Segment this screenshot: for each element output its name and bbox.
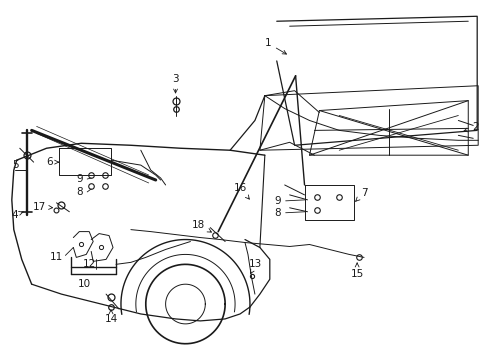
Text: 14: 14	[104, 310, 118, 324]
Text: 4: 4	[11, 210, 23, 220]
Text: 5: 5	[12, 160, 19, 170]
Text: 12: 12	[82, 259, 96, 269]
Text: 10: 10	[78, 279, 91, 289]
Text: 16: 16	[233, 183, 249, 199]
Text: 8: 8	[274, 208, 281, 218]
Text: 1: 1	[264, 38, 286, 54]
Text: 9: 9	[76, 174, 82, 184]
Text: 2: 2	[463, 122, 478, 132]
Text: 6: 6	[46, 157, 59, 167]
Text: 17: 17	[33, 202, 52, 212]
Text: 8: 8	[76, 187, 82, 197]
Text: 18: 18	[191, 220, 211, 232]
Text: 9: 9	[274, 196, 281, 206]
Text: 7: 7	[355, 188, 366, 201]
Text: 3: 3	[172, 74, 179, 93]
Text: 11: 11	[50, 252, 63, 262]
Text: 13: 13	[249, 259, 262, 274]
Text: 15: 15	[350, 263, 363, 279]
